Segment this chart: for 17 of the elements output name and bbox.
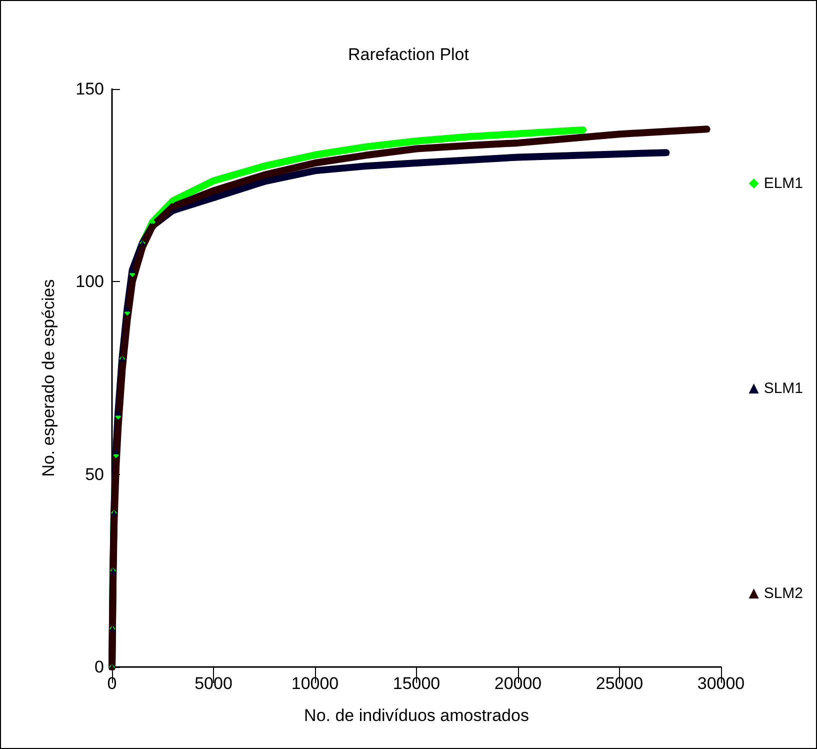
x-tick-label: 30000	[697, 674, 745, 693]
x-axis-title: No. de indivíduos amostrados	[304, 706, 529, 725]
y-axis-title: No. esperado de espécies	[39, 279, 58, 477]
x-tick-label: 5000	[194, 674, 232, 693]
x-tick-label: 0	[107, 674, 117, 693]
legend-label: SLM1	[764, 380, 804, 397]
y-tick-label: 50	[85, 464, 104, 484]
y-tick-label: 150	[76, 80, 104, 98]
y-tick-label: 0	[94, 658, 104, 676]
x-tick-label: 20000	[494, 674, 542, 693]
x-tick-label: 25000	[596, 674, 644, 693]
x-tick-label: 15000	[392, 674, 440, 693]
x-tick-label: 10000	[291, 674, 339, 693]
legend-label: ELM1	[764, 175, 804, 192]
legend-label: SLM2	[764, 585, 804, 602]
chart-title: Rarefaction Plot	[348, 45, 470, 64]
y-tick-label: 100	[76, 272, 104, 292]
